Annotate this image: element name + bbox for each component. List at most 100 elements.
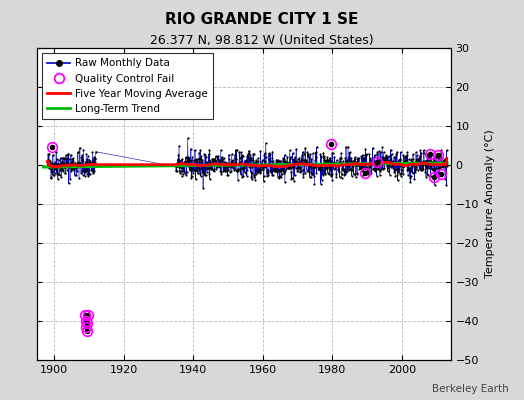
Point xyxy=(90,168,99,174)
Point xyxy=(301,145,309,151)
Point xyxy=(47,166,56,172)
Point xyxy=(433,158,442,165)
Point xyxy=(205,170,213,177)
Point xyxy=(334,159,342,166)
Point xyxy=(298,152,306,159)
Point xyxy=(306,163,314,169)
Point xyxy=(194,166,203,173)
Point xyxy=(364,171,372,178)
Point xyxy=(178,168,186,174)
Point xyxy=(346,166,355,172)
Point xyxy=(281,163,290,170)
Point xyxy=(67,152,75,158)
Point xyxy=(188,173,196,180)
Point xyxy=(392,162,401,169)
Point xyxy=(410,164,419,170)
Point xyxy=(209,156,217,162)
Point xyxy=(327,173,335,179)
Point xyxy=(363,164,372,170)
Point xyxy=(276,168,285,174)
Point xyxy=(412,149,420,156)
Point xyxy=(333,163,342,170)
Point xyxy=(64,180,73,186)
Point xyxy=(365,160,374,166)
Point xyxy=(270,166,278,172)
Point xyxy=(316,180,325,187)
Point xyxy=(81,173,89,179)
Point xyxy=(399,170,407,177)
Point xyxy=(208,156,216,162)
Point xyxy=(83,170,92,177)
Point xyxy=(309,164,317,170)
Point xyxy=(325,160,333,166)
Point xyxy=(300,162,309,168)
Point xyxy=(191,166,199,173)
Point xyxy=(233,168,241,174)
Point xyxy=(322,164,330,170)
Point xyxy=(279,156,288,162)
Point xyxy=(184,155,193,162)
Point xyxy=(80,169,88,175)
Point xyxy=(261,140,270,146)
Point xyxy=(210,166,219,172)
Point xyxy=(251,176,259,183)
Point xyxy=(81,158,90,165)
Point xyxy=(369,166,377,172)
Point xyxy=(258,156,267,163)
Point xyxy=(90,154,99,160)
Point xyxy=(372,158,380,165)
Point xyxy=(372,160,380,167)
Point xyxy=(271,160,279,166)
Point xyxy=(176,158,184,165)
Point xyxy=(319,167,327,174)
Point xyxy=(182,168,191,175)
Point xyxy=(172,164,180,170)
Point xyxy=(192,166,200,173)
Point xyxy=(344,154,353,160)
Point xyxy=(237,149,245,155)
Point xyxy=(366,163,375,170)
Point xyxy=(411,169,420,175)
Point xyxy=(355,161,364,168)
Point xyxy=(329,160,337,167)
Point xyxy=(332,160,340,166)
Point xyxy=(438,159,446,165)
Point xyxy=(247,170,256,176)
Point xyxy=(234,177,242,183)
Point xyxy=(403,149,412,156)
Point xyxy=(246,168,255,175)
Point xyxy=(410,160,418,167)
Point xyxy=(417,160,425,167)
Point xyxy=(241,163,249,169)
Point xyxy=(423,172,432,178)
Point xyxy=(66,161,74,168)
Point xyxy=(354,162,362,168)
Point xyxy=(225,156,233,162)
Point xyxy=(274,156,282,163)
Point xyxy=(53,156,61,162)
Point xyxy=(440,162,448,168)
Point xyxy=(426,156,434,162)
Point xyxy=(241,158,249,164)
Point xyxy=(293,165,301,172)
Point xyxy=(357,165,365,172)
Point xyxy=(414,159,423,166)
Point xyxy=(374,160,383,166)
Point xyxy=(357,168,366,174)
Point xyxy=(212,158,221,164)
Point xyxy=(255,167,263,174)
Point xyxy=(75,161,84,168)
Point xyxy=(366,155,374,161)
Point xyxy=(261,160,269,166)
Point xyxy=(350,158,358,164)
Point xyxy=(428,158,436,165)
Point xyxy=(343,157,352,163)
Point xyxy=(84,160,93,167)
Point xyxy=(353,169,362,176)
Point xyxy=(214,156,222,162)
Point xyxy=(408,162,416,168)
Point xyxy=(377,166,385,172)
Point xyxy=(83,164,91,170)
Point xyxy=(379,149,388,155)
Point xyxy=(427,173,435,179)
